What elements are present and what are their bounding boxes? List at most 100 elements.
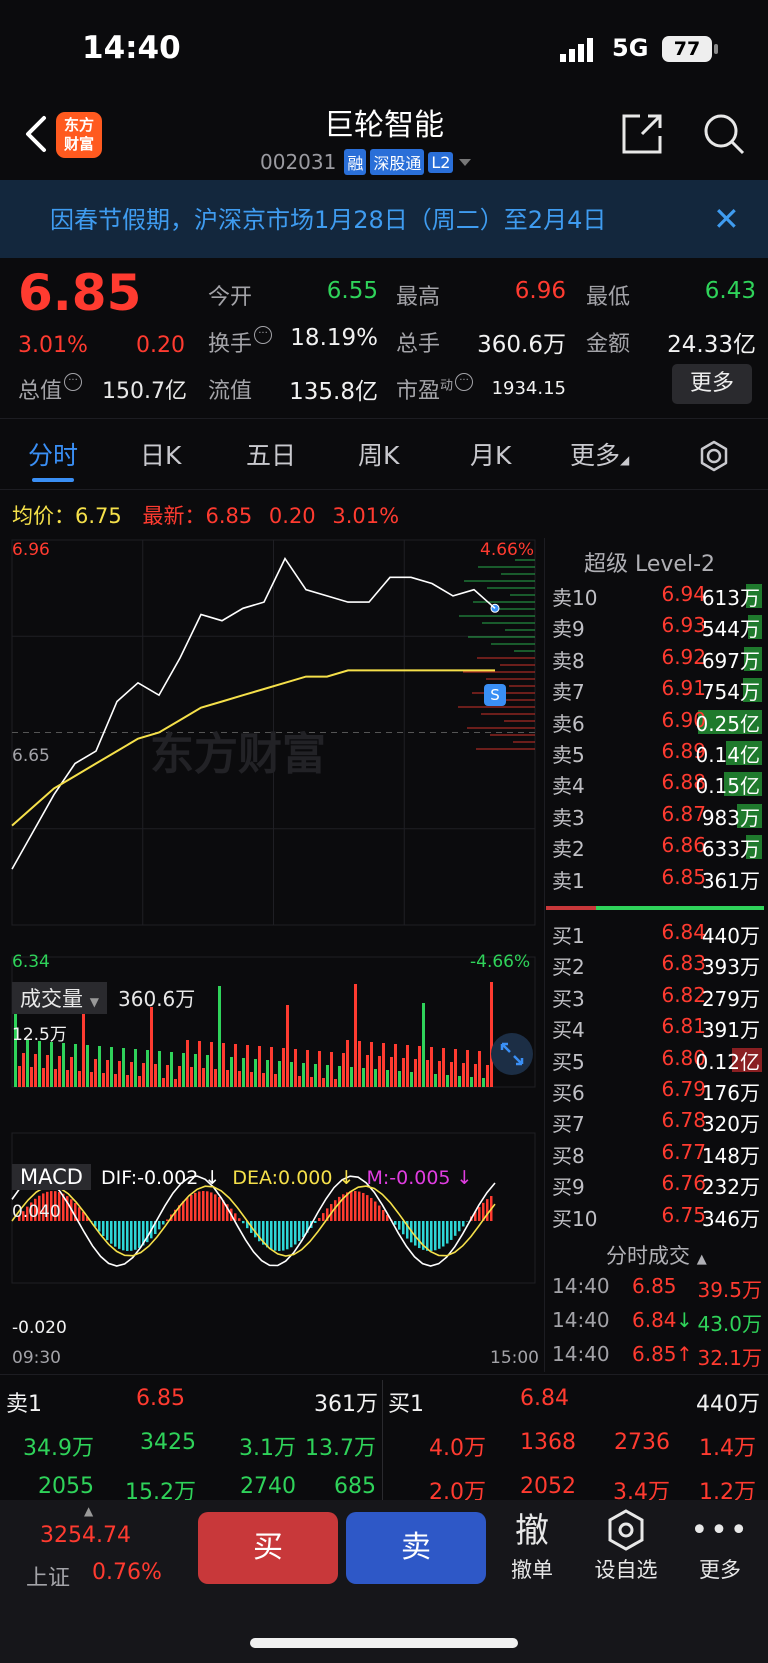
volume-bar (226, 1070, 229, 1087)
volume-header: 成交量 ▼ 360.6万 (12, 982, 195, 1014)
bid-row[interactable]: 买9 6.76 232万 (546, 1171, 764, 1201)
ask-label: 卖8 (552, 648, 585, 673)
volume-bar (298, 1076, 301, 1087)
volume-bar (230, 1057, 233, 1087)
more-fields-button[interactable]: 更多 (672, 364, 752, 404)
info-icon[interactable]: ··· (455, 373, 474, 391)
index-value[interactable]: 3254.74 (40, 1523, 131, 1548)
ask-row[interactable]: 卖3 6.87 983万 (546, 802, 764, 832)
info-icon[interactable]: ··· (64, 373, 83, 391)
tab-intraday[interactable]: 分时 (28, 441, 79, 470)
bid-row[interactable]: 买8 6.77 148万 (546, 1140, 764, 1170)
volume-bar (454, 1049, 457, 1087)
ask-row[interactable]: 卖8 6.92 697万 (546, 645, 764, 675)
macd-bar (422, 1221, 425, 1250)
bid-strength-bar (596, 906, 764, 910)
volume-selector[interactable]: 成交量 ▼ (12, 982, 107, 1014)
tab-weekly-k[interactable]: 周K (358, 441, 400, 470)
add-watchlist-button[interactable]: 设自选 (586, 1508, 666, 1584)
ask-row[interactable]: 卖10 6.94 613万 (546, 582, 764, 612)
index-name[interactable]: 上证 (26, 1566, 71, 1591)
bid-row[interactable]: 买1 6.84 440万 (546, 920, 764, 950)
volume-bar (246, 1045, 249, 1087)
sell-queue-cell: 13.7万 (305, 1436, 376, 1461)
bid-row[interactable]: 买7 6.78 320万 (546, 1108, 764, 1138)
expand-icon[interactable] (490, 1032, 534, 1076)
holiday-banner[interactable] (0, 180, 768, 258)
ask-row[interactable]: 卖7 6.91 754万 (546, 676, 764, 706)
more-menu-button[interactable]: ••• 更多 (680, 1508, 760, 1584)
ask-row[interactable]: 卖9 6.93 544万 (546, 613, 764, 643)
bid-price: 6.77 (661, 1139, 706, 1164)
macd-bar (174, 1209, 177, 1221)
intraday-chart[interactable] (0, 535, 545, 1371)
bid-row[interactable]: 买3 6.82 279万 (546, 983, 764, 1013)
bid-row[interactable]: 买4 6.81 391万 (546, 1014, 764, 1044)
buy-button[interactable]: 买 (198, 1512, 338, 1584)
macd-bar (142, 1221, 145, 1246)
macd-bar (486, 1199, 489, 1221)
tick-price: 6.84 (632, 1308, 677, 1332)
close-icon[interactable]: ✕ (713, 200, 740, 238)
bid-row[interactable]: 买5 6.80 0.12亿 (546, 1046, 764, 1076)
tab-five-day[interactable]: 五日 (246, 441, 297, 470)
share-icon[interactable] (620, 112, 664, 156)
s-marker[interactable]: S (484, 684, 506, 706)
ask-vol-bar (746, 835, 762, 860)
dea-line (11, 1185, 496, 1257)
macd-bar (338, 1196, 341, 1221)
bid-volume: 320万 (701, 1112, 760, 1137)
macd-bar (398, 1221, 401, 1230)
tab-more[interactable]: 更多◢ (570, 441, 630, 470)
back-arrow-icon[interactable] (20, 112, 50, 156)
tick-time: 14:40 (552, 1342, 610, 1366)
volume-bar (362, 1068, 365, 1087)
ask-price: 6.91 (661, 676, 706, 701)
macd-bar (242, 1221, 245, 1224)
index-pct[interactable]: 0.76% (92, 1560, 162, 1585)
ask-row[interactable]: 卖1 6.85 361万 (546, 865, 764, 895)
ask-price: 6.90 (661, 707, 706, 732)
bid-row[interactable]: 买6 6.79 176万 (546, 1077, 764, 1107)
bid-row[interactable]: 买2 6.83 393万 (546, 951, 764, 981)
volume-bar (466, 1050, 469, 1087)
tick-price: 6.85 (632, 1274, 677, 1298)
volume-bar (310, 1077, 313, 1087)
macd-bar (362, 1192, 365, 1221)
volume-bar (338, 1066, 341, 1087)
ask-row[interactable]: 卖2 6.86 633万 (546, 833, 764, 863)
macd-bar (118, 1221, 121, 1249)
volume-bar (202, 1068, 205, 1087)
volume-bar (262, 1073, 265, 1087)
bid-row[interactable]: 买10 6.75 346万 (546, 1203, 764, 1233)
ticks-title[interactable]: 分时成交 ▲ (606, 1244, 707, 1268)
order-book-panel (544, 538, 768, 1372)
sell-button[interactable]: 卖 (346, 1512, 486, 1584)
tab-daily-k[interactable]: 日K (140, 441, 182, 470)
stock-name: 巨轮智能 (324, 108, 444, 143)
volume-bar (90, 1072, 93, 1087)
volume-bar (130, 1062, 133, 1087)
macd-bar (218, 1197, 221, 1221)
volume-bar (30, 1067, 33, 1087)
tick-volume: 43.0万 (697, 1312, 762, 1336)
home-indicator[interactable] (250, 1638, 518, 1648)
macd-selector[interactable]: MACD (12, 1164, 91, 1190)
macd-bar (346, 1192, 349, 1221)
cancel-order-button[interactable]: 撤 撤单 (492, 1508, 572, 1584)
gear-icon[interactable] (698, 440, 730, 472)
ask-row[interactable]: 卖4 6.88 0.15亿 (546, 770, 764, 800)
info-icon[interactable]: ··· (254, 326, 273, 344)
bid-price: 6.84 (661, 920, 706, 944)
tab-monthly-k[interactable]: 月K (470, 441, 512, 470)
ask-row[interactable]: 卖5 6.89 0.14亿 (546, 739, 764, 769)
pe-label: 市盈动 ··· (396, 373, 474, 405)
volume-frame (11, 956, 536, 1088)
search-icon[interactable] (702, 112, 746, 156)
volume-bar (342, 1053, 345, 1087)
volume-bar (486, 1065, 489, 1087)
dropdown-icon[interactable] (457, 156, 473, 168)
volume-bar (242, 1058, 245, 1087)
ask-row[interactable]: 卖6 6.90 0.25亿 (546, 708, 764, 738)
volume-bar (322, 1078, 325, 1087)
